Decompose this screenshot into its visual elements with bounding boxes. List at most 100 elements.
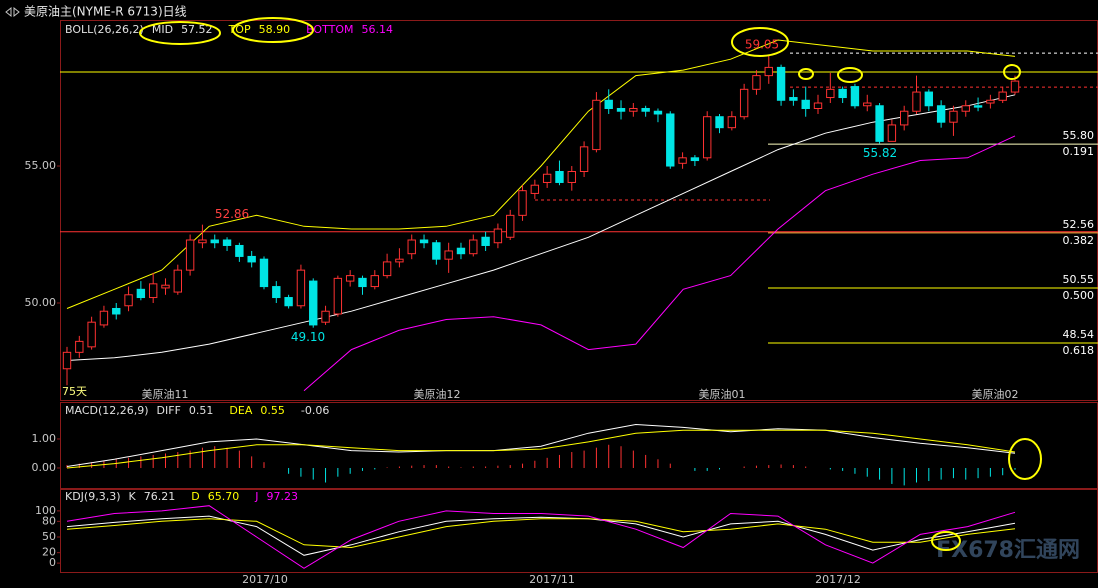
candle-body (961, 105, 970, 112)
candle-body (789, 97, 798, 101)
legend-text: BOTTOM (306, 23, 353, 36)
y-tick-label: 50.00 (25, 296, 57, 309)
highlight (232, 17, 314, 43)
candle-body (148, 283, 158, 299)
candle-body (900, 110, 909, 126)
candle-body (567, 171, 576, 183)
candle-body (358, 277, 367, 288)
legend-text: TOP (228, 23, 251, 36)
candle-body (703, 116, 712, 159)
candle-body (259, 258, 269, 288)
candle-body (456, 247, 466, 255)
candle-body (235, 244, 244, 257)
watermark: FX678汇通网 (936, 538, 1080, 563)
indicator-line (66, 505, 1016, 569)
candle-body (875, 105, 884, 142)
candle-body (62, 351, 72, 370)
candle-body (185, 239, 195, 271)
candle-body (924, 91, 934, 107)
candle-body (136, 288, 146, 299)
candle-body (998, 91, 1007, 101)
legend-text: J (254, 490, 258, 503)
legend-text: -0.06 (301, 404, 329, 417)
candle-body (542, 173, 552, 183)
highlight-circles (139, 17, 1042, 551)
candle-body (826, 88, 835, 99)
indicator-line (66, 39, 1016, 309)
candle-body (912, 91, 921, 112)
candle-body (284, 297, 293, 307)
candle-body (764, 66, 773, 77)
candle-body (813, 102, 823, 109)
candle-body (309, 280, 318, 326)
highlight (837, 67, 863, 83)
price-label: 55.82 (863, 146, 897, 160)
candle-body (973, 105, 983, 108)
candle-body (407, 239, 416, 255)
indicator-line (66, 518, 1016, 549)
indicator-line (303, 135, 1016, 392)
candle-body (296, 269, 306, 307)
candle-body (1010, 80, 1020, 93)
price-label: 59.05 (745, 38, 779, 52)
candle-body (173, 269, 182, 293)
legend-text: 57.52 (181, 23, 213, 36)
x-tick-label: 2017/10 (242, 573, 288, 586)
fib-ratio: 0.382 (1063, 234, 1095, 247)
candle-body (666, 113, 675, 167)
candle-body (653, 110, 663, 115)
legend-text: 58.90 (259, 23, 291, 36)
candle-body (838, 88, 847, 99)
candle-body (801, 99, 810, 109)
fib-ratio: 0.500 (1063, 289, 1095, 302)
candle-body (395, 258, 404, 263)
candle-body (715, 116, 724, 129)
candle-body (555, 171, 564, 183)
fib-price: 55.80 (1063, 129, 1095, 142)
candle-body (739, 88, 749, 118)
y-tick-label: 55.00 (25, 159, 57, 172)
candle-body (641, 107, 650, 112)
candle-body (616, 107, 626, 112)
legend-text: 0.51 (189, 404, 214, 417)
indicator-line (66, 94, 1016, 361)
legend-text: 65.70 (208, 490, 240, 503)
indicator-line (66, 423, 1016, 467)
candle-body (419, 239, 429, 244)
legend-text: KDJ(9,3,3) (65, 490, 121, 503)
fib-ratio: 0.191 (1063, 145, 1095, 158)
y-tick-label: 50 (42, 530, 56, 543)
fib-price: 50.55 (1063, 273, 1095, 286)
y-tick-label: 100 (35, 504, 56, 517)
highlight (1008, 438, 1042, 480)
candle-body (469, 239, 478, 255)
candle-body (506, 214, 515, 238)
contract-label: 美原油02 (972, 387, 1019, 401)
candle-body (776, 66, 786, 101)
candle-body (222, 239, 232, 246)
fib-price: 52.56 (1063, 218, 1095, 231)
period-label: 75天 (62, 385, 87, 398)
highlight (731, 27, 789, 57)
candle-body (949, 110, 958, 123)
highlight (139, 21, 221, 45)
candle-body (493, 228, 503, 244)
nav-icon[interactable] (5, 6, 20, 18)
candle-body (518, 190, 527, 216)
contract-label: 美原油11 (142, 387, 189, 401)
legend-text: BOLL(26,26,2) (65, 23, 144, 36)
y-tick-label: 1.00 (32, 432, 57, 445)
legend-text: 56.14 (361, 23, 393, 36)
candle-body (678, 157, 687, 164)
legend-text: MID (152, 23, 173, 36)
candle-body (850, 86, 860, 107)
price-label: 52.86 (215, 207, 249, 221)
candle-body (752, 75, 761, 90)
candle-body (112, 307, 121, 315)
candle-body (481, 236, 490, 246)
candle-body (87, 321, 96, 348)
candle-body (863, 102, 872, 107)
legend-text: 97.23 (266, 490, 298, 503)
